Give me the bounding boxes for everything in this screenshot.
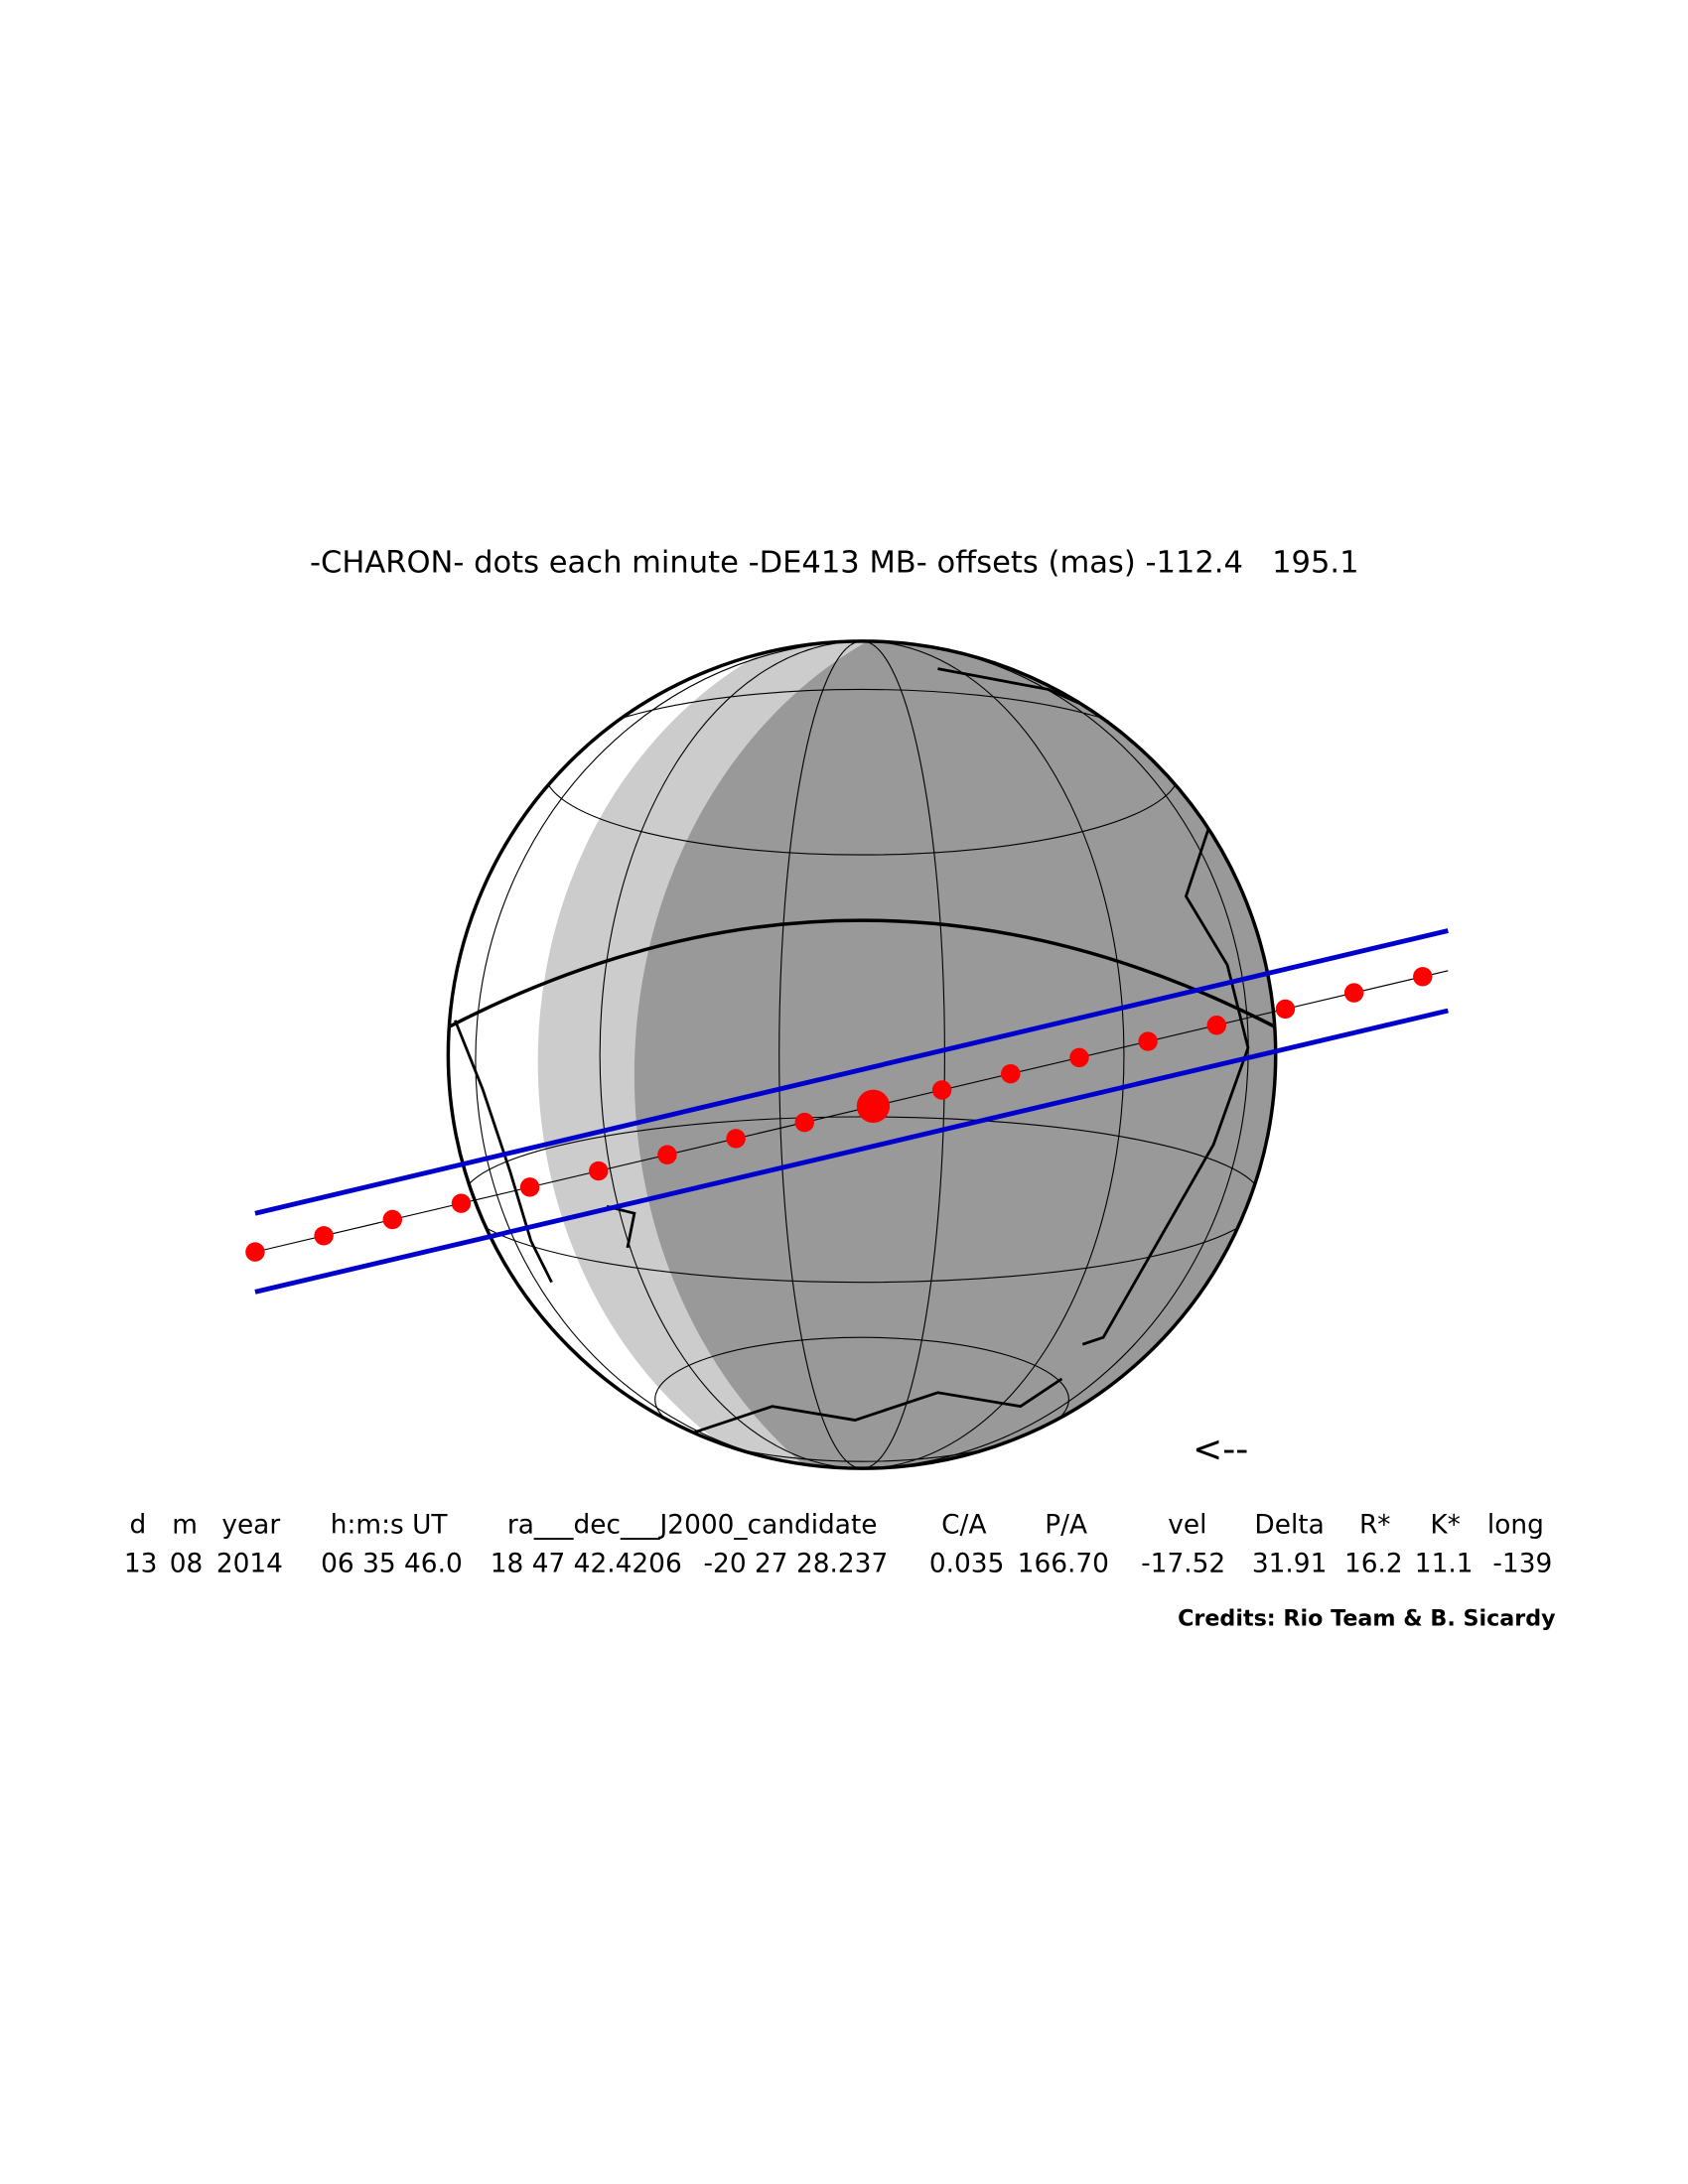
table-value: 0.035 [929, 1549, 1005, 1578]
minute-dot [451, 1193, 472, 1213]
minute-dot [1206, 1016, 1226, 1035]
table-header: long [1487, 1510, 1544, 1540]
table-header: year [221, 1510, 280, 1540]
minute-dot [382, 1209, 402, 1230]
table-value: -139 [1492, 1549, 1552, 1578]
event-table: d m year h:m:s UT ra___dec___J2000_candidate… [124, 1510, 1552, 1578]
minute-dot [1343, 983, 1364, 1003]
table-header: C/A [941, 1510, 986, 1540]
table-value: 31.91 [1252, 1549, 1328, 1578]
shadow-limit-north [254, 928, 1449, 1216]
credits: Credits: Rio Team & B. Sicardy [1178, 1606, 1556, 1632]
globe-outline [446, 639, 1278, 1470]
table-header: d [130, 1510, 147, 1540]
minute-dot [1275, 999, 1296, 1020]
minute-dot [519, 1177, 540, 1197]
minute-dot [1413, 967, 1433, 987]
table-value: 06 35 46.0 [321, 1549, 463, 1578]
shadow-limit-south [254, 1008, 1449, 1295]
minute-dot [589, 1160, 609, 1181]
table-header: K* [1430, 1510, 1460, 1540]
equator [448, 918, 1276, 1029]
table-header: ra___dec___J2000_candidate [507, 1510, 878, 1540]
table-value: 2014 [216, 1549, 283, 1578]
table-value: 18 47 42.4206 [491, 1549, 682, 1578]
minute-dot [1138, 1031, 1158, 1051]
closest-approach-dot [856, 1089, 891, 1123]
table-value: -20 27 28.237 [704, 1549, 889, 1578]
table-header: m [172, 1510, 198, 1540]
minute-dot [1069, 1047, 1089, 1068]
minute-dots [245, 967, 1433, 1262]
table-header: h:m:s UT [331, 1510, 449, 1540]
table-value: 166.70 [1018, 1549, 1109, 1578]
table-value: 13 [124, 1549, 158, 1578]
title: -CHARON- dots each minute -DE413 MB- off… [310, 545, 1359, 580]
table-value: 11.1 [1415, 1549, 1474, 1578]
table-value: -17.52 [1141, 1549, 1225, 1578]
table-header: R* [1359, 1510, 1391, 1540]
table-header: P/A [1045, 1510, 1087, 1540]
minute-dot [657, 1145, 677, 1164]
minute-dot [726, 1129, 746, 1149]
table-value: 16.2 [1344, 1549, 1403, 1578]
table-header: vel [1168, 1510, 1206, 1540]
minute-dot [314, 1226, 334, 1246]
minute-dot [931, 1080, 952, 1100]
minute-dot [794, 1112, 815, 1133]
table-value: 08 [170, 1549, 204, 1578]
direction-arrow: <-- [1193, 1428, 1248, 1470]
table-header: Delta [1254, 1510, 1324, 1540]
minute-dot [1001, 1063, 1021, 1084]
minute-dot [245, 1242, 265, 1262]
